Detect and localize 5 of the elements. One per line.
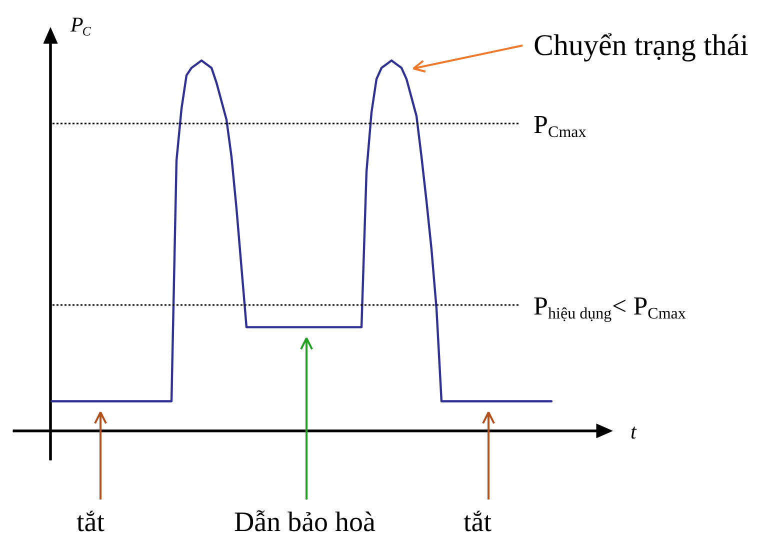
text: tắt [76, 507, 105, 538]
text: Dẫn bảo hoà [234, 507, 376, 538]
annotation: Chuyển trạng thái [534, 29, 748, 62]
text: tắt [464, 507, 492, 538]
x-axis-title: t [630, 420, 638, 444]
